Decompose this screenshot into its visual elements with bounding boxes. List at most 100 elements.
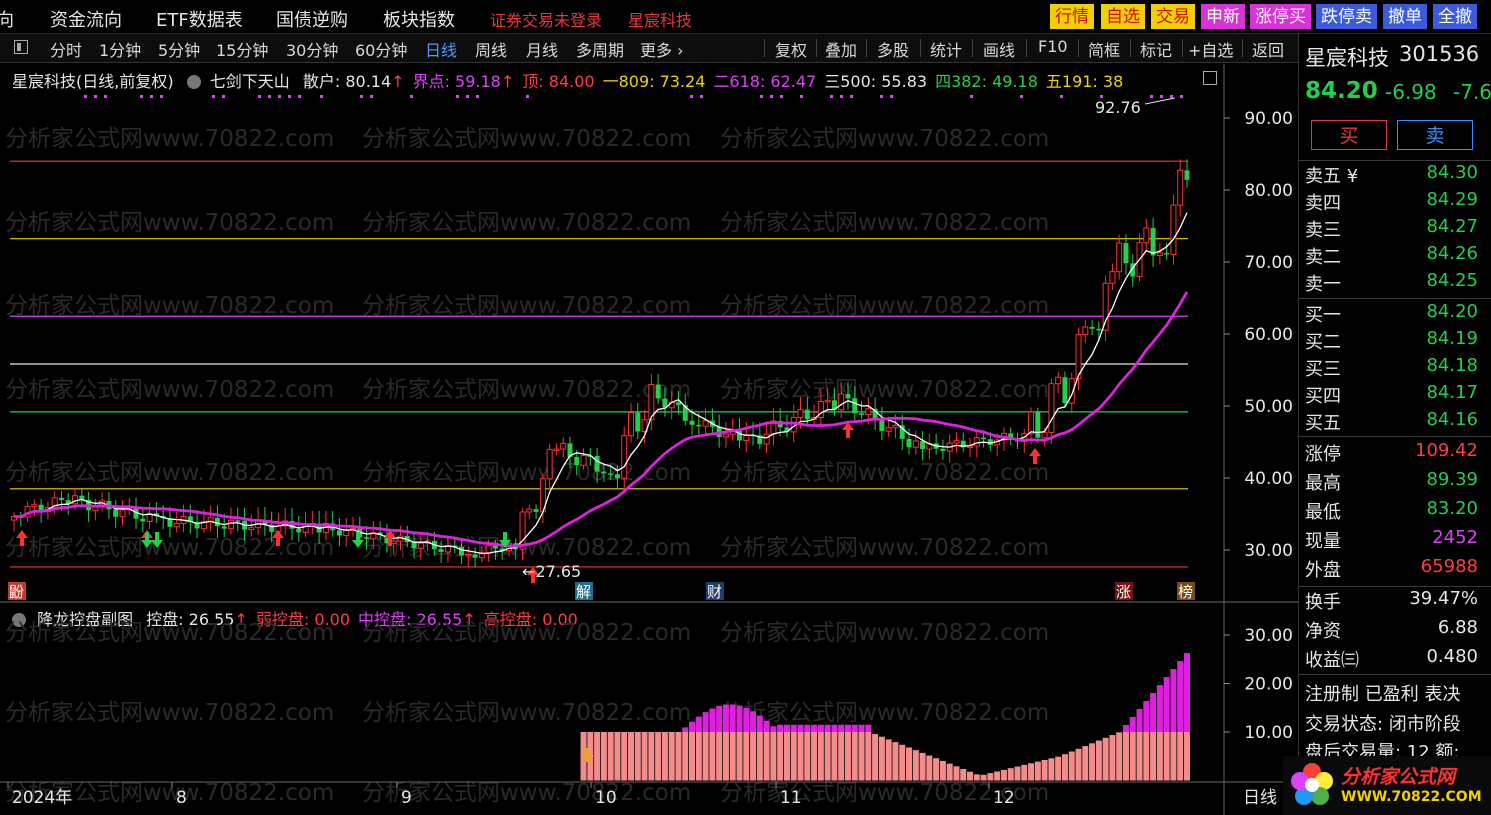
watermark-text: 分析家公式网www.70822.com — [720, 293, 1049, 319]
tab-intraday[interactable]: 分时 — [50, 41, 83, 60]
tool-adjust[interactable]: 复权 — [775, 41, 808, 60]
tool-back[interactable]: 返回 — [1252, 41, 1285, 60]
tool-overlay[interactable]: 叠加 — [825, 41, 858, 60]
tab-1min[interactable]: 1分钟 — [99, 41, 142, 60]
tool-add-watchlist[interactable]: +自选 — [1188, 41, 1234, 60]
limit-up-buy-button[interactable]: 涨停买 — [1250, 4, 1311, 29]
candle-body-down — [235, 520, 241, 522]
candle-body-down — [384, 535, 390, 544]
buy-arrow-icon — [384, 530, 396, 546]
candle-body-down — [153, 513, 159, 517]
control-bar-weak — [980, 774, 987, 781]
panel-maximize-icon[interactable] — [1203, 71, 1217, 85]
signal-dot — [1180, 95, 1183, 98]
watermark-text: 分析家公式网www.70822.com — [362, 293, 691, 319]
menu-item-etf-table[interactable]: ETF数据表 — [156, 10, 243, 31]
control-bar-weak — [987, 773, 994, 781]
tool-multi-stock[interactable]: 多股 — [877, 41, 910, 60]
tab-more[interactable]: 更多 › — [640, 41, 684, 60]
buy-button[interactable]: 买 — [1311, 120, 1387, 150]
cancel-order-button[interactable]: 撤单 — [1383, 4, 1427, 29]
tab-daily[interactable]: 日线 — [425, 41, 458, 60]
limit-down-sell-button[interactable]: 跌停卖 — [1316, 4, 1377, 29]
trade-button[interactable]: 交易 — [1151, 4, 1195, 29]
control-bar-weak — [1170, 732, 1177, 781]
divider — [1299, 160, 1491, 161]
ipo-apply-button[interactable]: 申新 — [1201, 4, 1245, 29]
indicator-dropdown-icon[interactable] — [186, 75, 201, 89]
control-bar-weak — [824, 732, 831, 781]
toolbar-divider — [1026, 39, 1027, 57]
ask-value: 84.30 — [1426, 162, 1478, 183]
candle-body-down — [689, 420, 695, 425]
tab-5min[interactable]: 5分钟 — [158, 41, 201, 60]
control-bar-weak — [580, 732, 587, 781]
candle-body-up — [838, 393, 845, 411]
tool-mark[interactable]: 标记 — [1140, 41, 1173, 60]
cancel-all-button[interactable]: 全撤 — [1433, 4, 1477, 29]
toolbar-divider — [1242, 39, 1243, 57]
stat-value: 89.39 — [1426, 469, 1478, 490]
menu-item-fund-flow[interactable]: 资金流向 — [50, 10, 122, 31]
tool-statistics[interactable]: 统计 — [930, 41, 963, 60]
y-tick-label: 60.00 — [1244, 325, 1293, 345]
control-bar-weak — [1068, 751, 1075, 781]
tool-f10[interactable]: F10 — [1038, 37, 1068, 56]
candle-body-up — [119, 509, 126, 518]
tab-multi-period[interactable]: 多周期 — [576, 41, 625, 60]
candle-body-up — [1156, 252, 1163, 256]
sub-indicator-dropdown-icon[interactable] — [12, 613, 26, 627]
signal-dot — [1160, 95, 1163, 98]
up-arrow-icon: ↑ — [234, 610, 248, 629]
control-bar-weak — [1109, 735, 1116, 781]
candle-body-up — [1143, 227, 1150, 244]
watermark-text: 分析家公式网www.70822.com — [720, 210, 1049, 236]
control-bar-weak — [777, 732, 784, 781]
logo-title: 分析家公式网 — [1341, 766, 1456, 788]
stat-label: 现量 — [1305, 531, 1341, 552]
watchlist-button[interactable]: 自选 — [1101, 4, 1145, 29]
control-bar-weak — [892, 742, 899, 781]
tab-15min[interactable]: 15分钟 — [216, 41, 269, 60]
quote-button[interactable]: 行情 — [1050, 4, 1094, 29]
tab-weekly[interactable]: 周线 — [475, 41, 508, 60]
candle-body-down — [533, 509, 539, 512]
signal-dot — [1020, 95, 1023, 98]
candle-body-down — [662, 398, 668, 408]
price-change: -6.98 — [1385, 80, 1437, 104]
signal-dot — [780, 95, 783, 98]
tab-30min[interactable]: 30分钟 — [286, 41, 339, 60]
tool-draw-line[interactable]: 画线 — [983, 41, 1016, 60]
candle-body-down — [1008, 433, 1014, 439]
signal-dot — [476, 95, 479, 98]
kline-chart[interactable]: 分析家公式网www.70822.com 分析家公式网www.70822.com 分析… — [0, 64, 1298, 815]
signal-dot — [298, 95, 301, 98]
bid-value: 84.16 — [1426, 409, 1478, 430]
tab-monthly[interactable]: 月线 — [526, 41, 559, 60]
watermark-text: 分析家公式网www.70822.com — [5, 620, 334, 646]
menu-item-direction[interactable]: 向 — [0, 10, 14, 31]
indicator-lines — [13, 212, 1189, 555]
watermark-text: 分析家公式网www.70822.com — [362, 700, 691, 726]
sell-button[interactable]: 卖 — [1397, 120, 1473, 150]
signal-dot — [278, 95, 281, 98]
menu-item-reverse-repo[interactable]: 国债逆购 — [276, 10, 348, 31]
candle-body-down — [987, 439, 993, 446]
candle-body-down — [1089, 326, 1095, 329]
tool-simple-frame[interactable]: 简框 — [1088, 41, 1121, 60]
menu-item-sector-index[interactable]: 板块指数 — [383, 10, 455, 31]
candle-body-up — [1082, 326, 1089, 336]
sell-arrow-icon — [352, 532, 364, 548]
formula-name[interactable]: 七剑下天山 — [209, 72, 290, 91]
sub-indicator-title[interactable]: 降龙控盘副图 — [37, 610, 134, 629]
candle-body-down — [499, 548, 505, 551]
candle-body-up — [702, 420, 709, 427]
control-bar-weak — [763, 732, 770, 781]
tab-60min[interactable]: 60分钟 — [355, 41, 408, 60]
fib-levels — [10, 160, 1188, 568]
last-price: 84.20 — [1305, 78, 1378, 104]
panel-toggle-icon[interactable] — [14, 40, 28, 54]
signal-dot — [258, 95, 261, 98]
control-bar-mid — [689, 721, 696, 732]
control-bar-weak — [919, 752, 926, 781]
